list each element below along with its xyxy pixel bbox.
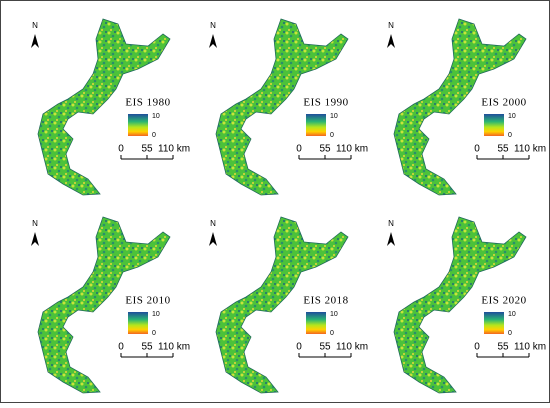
region xyxy=(37,216,171,394)
north-arrow xyxy=(209,232,217,246)
panel-title: EIS 2010 xyxy=(125,295,170,307)
scale-label: 55 xyxy=(497,342,509,353)
north-arrow xyxy=(31,34,39,48)
legend-max: 10 xyxy=(330,311,338,318)
legend-max: 10 xyxy=(508,113,516,120)
legend-min: 0 xyxy=(152,132,156,139)
legend-max: 10 xyxy=(152,113,160,120)
region xyxy=(215,216,349,394)
north-arrow xyxy=(387,34,395,48)
scale-bar xyxy=(120,353,174,358)
scale-label: 110 km xyxy=(514,144,546,155)
panel-title: EIS 1990 xyxy=(303,97,348,109)
panel-title: EIS 2018 xyxy=(303,295,348,307)
scale-label: 0 xyxy=(474,342,480,353)
legend-min: 0 xyxy=(508,330,512,337)
north-label: N xyxy=(210,21,216,30)
scale-label: 110 km xyxy=(158,342,190,353)
north-label: N xyxy=(388,21,394,30)
region xyxy=(393,216,527,394)
scale-bar xyxy=(476,353,530,358)
scale-bar xyxy=(298,353,352,358)
panel-title: EIS 2000 xyxy=(481,97,526,109)
scale-label: 55 xyxy=(319,342,331,353)
legend-bar xyxy=(128,114,148,136)
scale-label: 0 xyxy=(118,342,124,353)
scale-label: 0 xyxy=(296,144,302,155)
scale-bar xyxy=(120,155,174,160)
legend-max: 10 xyxy=(508,311,516,318)
legend-bar xyxy=(484,312,504,334)
map-panel: N EIS 1980 10 0 0 55 110 km xyxy=(31,18,190,196)
north-label: N xyxy=(32,21,38,30)
scale-label: 55 xyxy=(141,342,153,353)
north-label: N xyxy=(210,219,216,228)
scale-label: 55 xyxy=(141,144,153,155)
scale-label: 110 km xyxy=(158,144,190,155)
north-arrow xyxy=(31,232,39,246)
legend-bar xyxy=(306,312,326,334)
scale-bar xyxy=(476,155,530,160)
scale-bar xyxy=(298,155,352,160)
legend-bar xyxy=(306,114,326,136)
scale-label: 110 km xyxy=(336,342,368,353)
north-arrow xyxy=(209,34,217,48)
map-panel: N EIS 2000 10 0 0 55 110 km xyxy=(387,18,546,196)
scale-label: 0 xyxy=(474,144,480,155)
legend-bar xyxy=(484,114,504,136)
legend-min: 0 xyxy=(152,330,156,337)
map-panel: N EIS 2020 10 0 0 55 110 km xyxy=(387,216,546,394)
legend-max: 10 xyxy=(330,113,338,120)
map-panel: N EIS 2018 10 0 0 55 110 km xyxy=(209,216,368,394)
panel-title: EIS 2020 xyxy=(481,295,526,307)
scale-label: 110 km xyxy=(514,342,546,353)
north-arrow xyxy=(387,232,395,246)
legend-min: 0 xyxy=(330,330,334,337)
legend-min: 0 xyxy=(330,132,334,139)
scale-label: 55 xyxy=(497,144,509,155)
scale-label: 0 xyxy=(118,144,124,155)
panel-title: EIS 1980 xyxy=(125,97,170,109)
scale-label: 0 xyxy=(296,342,302,353)
legend-min: 0 xyxy=(508,132,512,139)
legend-bar xyxy=(128,312,148,334)
region xyxy=(215,18,349,196)
map-panel: N EIS 2010 10 0 0 55 110 km xyxy=(31,216,190,394)
scale-label: 55 xyxy=(319,144,331,155)
scale-label: 110 km xyxy=(336,144,368,155)
north-label: N xyxy=(32,219,38,228)
north-label: N xyxy=(388,219,394,228)
legend-max: 10 xyxy=(152,311,160,318)
region xyxy=(393,18,527,196)
map-panel: N EIS 1990 10 0 0 55 110 km xyxy=(209,18,368,196)
region xyxy=(37,18,171,196)
